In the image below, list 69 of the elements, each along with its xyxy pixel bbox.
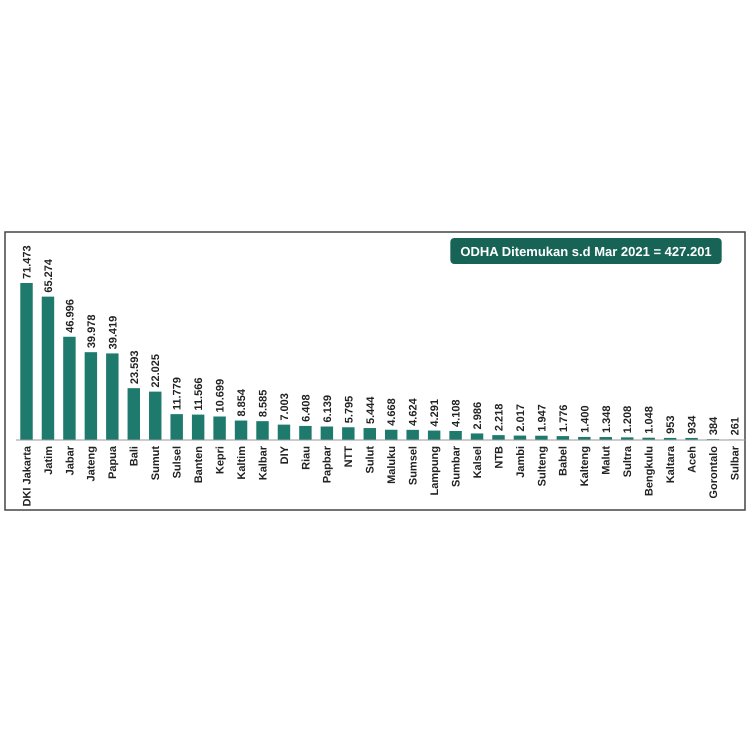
data-label: 261	[729, 417, 742, 436]
x-tick-label: Kalbar	[257, 445, 270, 480]
x-tick-label: Riau	[300, 446, 312, 470]
data-label: 8.854	[236, 388, 248, 417]
data-label: 2.986	[472, 402, 484, 430]
data-label: 2.218	[493, 404, 506, 432]
data-label: 1.947	[536, 404, 548, 432]
data-label: 4.624	[408, 397, 420, 426]
data-label: 4.668	[386, 398, 398, 426]
data-label: 384	[708, 416, 720, 436]
x-tick-label: Sulbar	[729, 445, 742, 480]
x-tick-label: Bengkulu	[644, 446, 656, 496]
x-tick-label: Jateng	[86, 446, 98, 482]
x-tick-label: Sulteng	[536, 446, 548, 486]
x-tick-label: Maluku	[386, 446, 398, 484]
data-label: 46.996	[64, 299, 76, 333]
data-label: 7.003	[278, 393, 291, 421]
x-tick-label: Kaltara	[664, 445, 677, 484]
x-tick-label: Kalsel	[472, 446, 484, 478]
x-tick-label: Malut	[600, 446, 613, 475]
x-tick-label: Sultra	[622, 445, 634, 478]
data-label: 953	[665, 416, 678, 434]
data-label: 1.348	[600, 406, 613, 434]
x-tick-label: Kepri	[214, 446, 226, 474]
x-tick-label: Sulut	[364, 446, 377, 474]
data-label: 5.795	[343, 396, 356, 424]
x-tick-label: DKI Jakarta	[21, 445, 34, 507]
x-tick-label: Babel	[558, 446, 570, 476]
data-label: 1.400	[579, 405, 592, 433]
data-label: 65.274	[42, 258, 55, 293]
x-tick-label: Sulsel	[172, 446, 184, 478]
x-tick-label: DIY	[278, 445, 291, 464]
x-tick-label: Bali	[128, 446, 141, 466]
x-tick-label: Papbar	[322, 445, 334, 484]
data-label: 4.291	[429, 399, 442, 427]
data-label: 71.473	[22, 245, 34, 279]
data-label: 6.408	[300, 394, 312, 422]
x-tick-label: Jabar	[64, 445, 76, 476]
x-tick-label: Sumsel	[408, 446, 420, 486]
x-tick-label: NTT	[343, 446, 356, 468]
x-tick-label: Lampung	[428, 446, 441, 496]
data-label: 11.566	[193, 378, 206, 411]
x-tick-label: Jatim	[42, 446, 55, 475]
data-label: 8.585	[258, 390, 270, 418]
x-tick-label: Banten	[192, 446, 205, 484]
x-tick-label: Kaltim	[236, 446, 248, 480]
data-label: 10.699	[214, 378, 227, 412]
data-label: 11.779	[172, 377, 184, 410]
data-label: 4.108	[450, 399, 463, 427]
data-label: 6.139	[322, 394, 334, 423]
x-tick-label: Sumbar	[450, 445, 462, 487]
x-tick-label: Gorontalo	[708, 446, 720, 499]
data-label: 39.978	[86, 314, 98, 348]
x-tick-label: Jambi	[514, 446, 527, 478]
x-tick-label: Sumut	[150, 446, 162, 480]
data-label: 2.017	[514, 404, 527, 432]
chart-title: ODHA Ditemukan s.d Mar 2021 = 427.201	[460, 244, 712, 259]
data-label: 1.048	[644, 406, 656, 434]
x-tick-label: Papua	[107, 445, 120, 480]
data-label: 22.025	[150, 354, 162, 388]
x-tick-label: NTB	[493, 446, 506, 469]
data-label: 1.776	[558, 404, 570, 432]
x-tick-label: Aceh	[686, 446, 698, 473]
data-label: 5.444	[364, 396, 377, 424]
x-tick-label: Kalteng	[579, 446, 592, 486]
data-label: 39.419	[107, 316, 120, 350]
data-label: 934	[686, 414, 699, 434]
data-label: 1.208	[622, 406, 634, 434]
data-label: 23.593	[128, 350, 141, 384]
